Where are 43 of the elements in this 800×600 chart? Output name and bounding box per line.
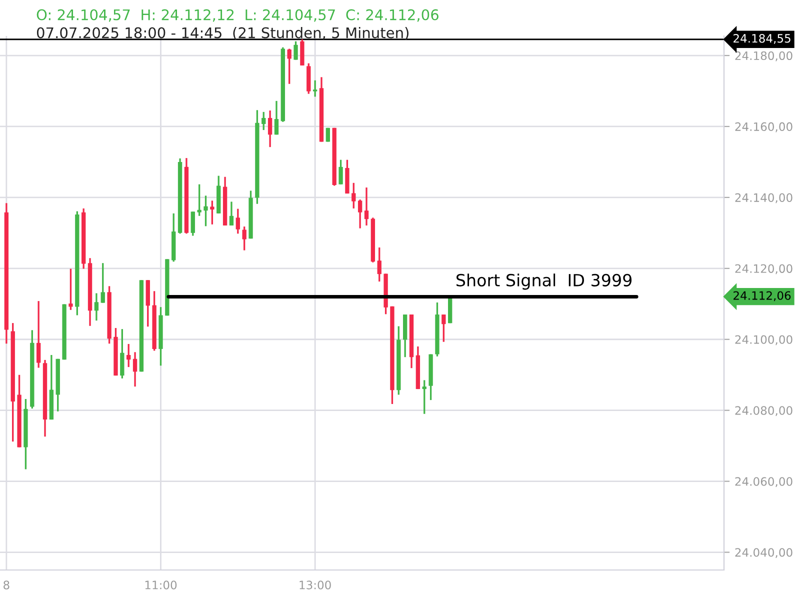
series-label: Short Signal ID 3999 bbox=[456, 274, 632, 290]
ref-line-label: 24.184,55 bbox=[734, 34, 790, 44]
candlestick bbox=[377, 246, 382, 282]
x-tick-label: 11:00 bbox=[145, 580, 177, 590]
candlestick bbox=[120, 328, 124, 380]
y-tick-label: 24.100,00 bbox=[735, 335, 792, 346]
candlestick bbox=[68, 268, 73, 311]
y-tick-label: 24.040,00 bbox=[735, 548, 792, 558]
candlestick bbox=[229, 200, 234, 226]
y-tick-label: 24.080,00 bbox=[735, 406, 792, 416]
candlestick bbox=[268, 110, 272, 148]
candlestick bbox=[352, 182, 356, 210]
y-tick-label: 24.120,00 bbox=[735, 264, 792, 274]
candlestick bbox=[262, 111, 266, 131]
candlestick bbox=[287, 48, 292, 85]
y-tick-label: 24.060,00 bbox=[735, 477, 792, 488]
candlestick bbox=[126, 343, 131, 368]
candlestick bbox=[210, 200, 214, 226]
candlestick bbox=[36, 300, 41, 369]
x-tick-label: 13:00 bbox=[300, 580, 331, 590]
y-tick-label: 24.180,00 bbox=[735, 51, 792, 62]
candlestick bbox=[294, 40, 298, 61]
candlestick bbox=[94, 292, 99, 322]
candlestick bbox=[442, 314, 446, 343]
candlestick bbox=[132, 351, 138, 388]
candlestick bbox=[236, 208, 240, 234]
candlestick bbox=[364, 186, 369, 226]
candlestick bbox=[197, 183, 202, 217]
text: 24.112,06 bbox=[734, 291, 791, 302]
candlestick bbox=[358, 198, 362, 230]
candlestick bbox=[422, 379, 426, 415]
candlestick bbox=[242, 226, 246, 252]
candlestick bbox=[190, 210, 195, 237]
candlestick bbox=[204, 194, 208, 228]
candlestick bbox=[274, 100, 279, 136]
candlestick bbox=[100, 262, 105, 304]
y-tick-label: 24.140,00 bbox=[735, 193, 792, 204]
y-tick-label: 24.160,00 bbox=[735, 122, 792, 132]
candlestick bbox=[338, 158, 343, 186]
x-tick-label: 8 bbox=[4, 580, 10, 590]
chart-subtitle: 07.07.2025 18:00 - 14:45 (21 Stunden, 5 Minuten) bbox=[36, 27, 408, 40]
chart-title: O: 24.104,57 H: 24.112,12 L: 24.104,57 C: 24.112,06 bbox=[36, 9, 438, 22]
candlestick bbox=[312, 80, 318, 98]
